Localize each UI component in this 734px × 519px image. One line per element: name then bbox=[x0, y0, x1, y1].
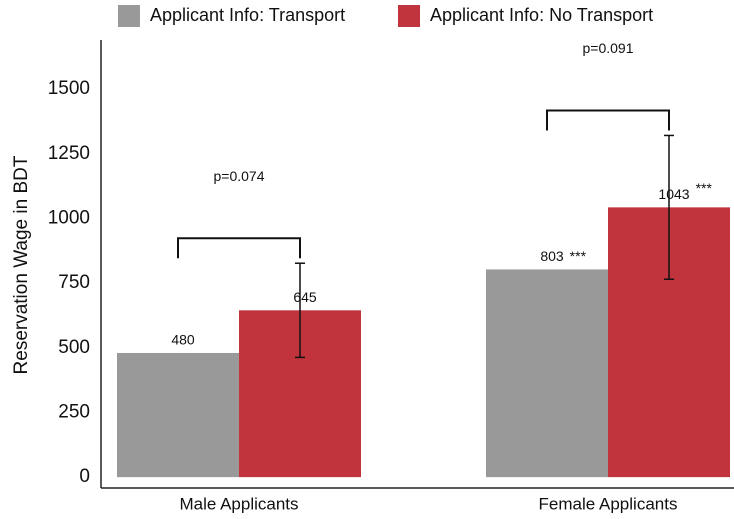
legend-swatch bbox=[118, 5, 140, 27]
p-value: p=0.091 bbox=[583, 40, 634, 56]
y-tick-label: 1500 bbox=[48, 78, 90, 99]
p-value: p=0.074 bbox=[214, 168, 265, 184]
value-label: 645 bbox=[293, 289, 317, 305]
significance-stars: *** bbox=[570, 248, 587, 264]
bar bbox=[486, 269, 608, 478]
value-label: 803 bbox=[540, 248, 564, 264]
x-tick-label: Male Applicants bbox=[179, 494, 298, 513]
y-tick-label: 0 bbox=[79, 466, 90, 487]
value-label: 480 bbox=[171, 332, 195, 348]
significance-bracket bbox=[177, 237, 301, 259]
y-tick-label: 1000 bbox=[48, 207, 90, 228]
legend-swatch bbox=[398, 5, 420, 27]
legend-label: Applicant Info: Transport bbox=[150, 5, 345, 25]
y-tick-label: 250 bbox=[58, 401, 90, 422]
y-axis-label: Reservation Wage in BDT bbox=[11, 155, 32, 374]
significance-stars: *** bbox=[696, 180, 713, 196]
legend-label: Applicant Info: No Transport bbox=[430, 5, 653, 25]
y-tick-label: 500 bbox=[58, 337, 90, 358]
bar bbox=[117, 352, 239, 478]
y-tick-label: 1250 bbox=[48, 143, 90, 164]
significance-bracket bbox=[546, 109, 670, 131]
x-tick-label: Female Applicants bbox=[539, 494, 678, 513]
value-label: 1043 bbox=[658, 186, 689, 202]
y-tick-label: 750 bbox=[58, 272, 90, 293]
